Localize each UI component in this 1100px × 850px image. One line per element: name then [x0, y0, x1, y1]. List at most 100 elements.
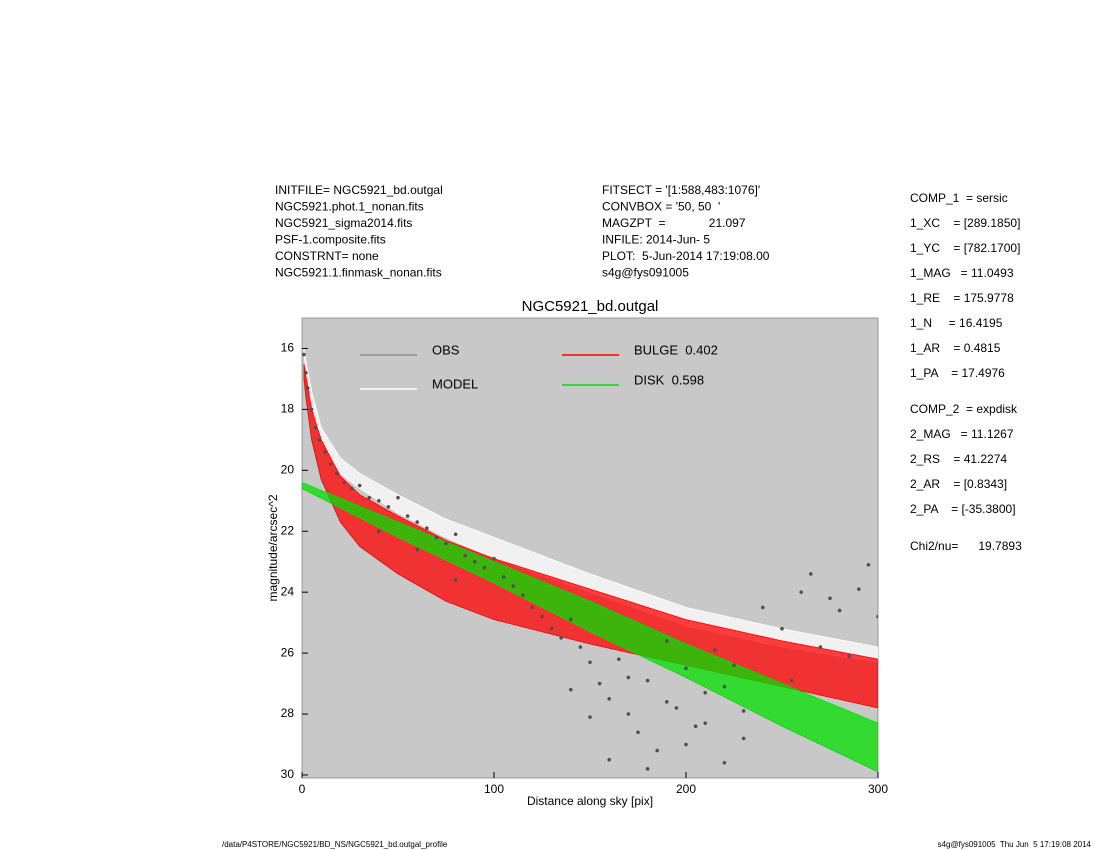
obs-point — [304, 371, 308, 375]
info-left-line: PSF-1.composite.fits — [275, 233, 386, 247]
obs-point — [396, 495, 400, 500]
obs-point — [317, 438, 322, 442]
y-tick-label: 16 — [281, 341, 295, 355]
param-line: 1_PA = 17.4976 — [910, 366, 1005, 380]
x-tick-label: 100 — [484, 782, 504, 796]
param-line: 2_PA = [-35.3800] — [910, 502, 1016, 516]
obs-point — [357, 483, 362, 488]
obs-point — [828, 596, 832, 601]
obs-point — [350, 486, 354, 491]
obs-point — [501, 575, 506, 579]
obs-point — [645, 678, 650, 683]
legend-label: MODEL — [432, 376, 478, 391]
param-line: COMP_1 = sersic — [910, 191, 1008, 205]
param-line: 1_RE = 175.9778 — [910, 291, 1014, 305]
y-tick-label: 22 — [281, 523, 295, 537]
obs-point — [453, 578, 458, 582]
obs-point — [588, 660, 592, 665]
param-line: 2_AR = [0.8343] — [910, 477, 1007, 491]
obs-point — [511, 584, 515, 588]
param-line: 1_MAG = 11.0493 — [910, 266, 1014, 280]
obs-point — [741, 736, 746, 741]
obs-point — [655, 748, 659, 753]
obs-point — [521, 593, 525, 598]
obs-point — [645, 767, 650, 771]
x-axis-label: Distance along sky [pix] — [527, 794, 653, 808]
obs-point — [684, 742, 688, 747]
obs-point — [342, 480, 347, 485]
obs-point — [386, 505, 391, 509]
obs-point — [674, 706, 679, 710]
model-band — [303, 348, 878, 663]
y-tick-label: 18 — [281, 402, 295, 416]
obs-point — [597, 681, 602, 686]
param-line: 1_AR = 0.4815 — [910, 341, 1001, 355]
footer-path: /data/P4STORE/NGC5921/BD_NS/NGC5921_bd.o… — [222, 840, 448, 849]
x-tick-label: 200 — [676, 782, 696, 796]
info-middle-line: PLOT: 5-Jun-2014 17:19:08.00 — [602, 249, 770, 263]
info-middle-line: CONVBOX = '50, 50 ' — [602, 200, 720, 214]
obs-point — [377, 529, 381, 534]
obs-point — [482, 566, 487, 570]
info-left-line: INITFILE= NGC5921_bd.outgal — [275, 183, 443, 197]
obs-point — [569, 617, 573, 622]
obs-point — [799, 590, 803, 594]
obs-point — [636, 730, 640, 735]
obs-point — [607, 757, 611, 762]
chart-title: NGC5921_bd.outgal — [522, 298, 659, 315]
y-tick-label: 20 — [281, 462, 295, 476]
obs-point — [837, 608, 842, 613]
obs-point — [549, 626, 554, 631]
obs-point — [434, 535, 439, 540]
y-tick-label: 28 — [281, 706, 295, 720]
obs-point — [665, 700, 669, 704]
obs-point — [313, 425, 318, 430]
obs-point — [780, 626, 784, 631]
obs-point — [425, 526, 429, 530]
info-middle-line: INFILE: 2014-Jun- 5 — [602, 233, 710, 247]
model-band — [302, 482, 878, 773]
info-middle-line: s4g@fys091005 — [602, 266, 689, 280]
obs-point — [703, 690, 707, 695]
footer-stamp: s4g@fys091005 Thu Jun 5 17:19:08 2014 — [938, 840, 1092, 849]
obs-point — [626, 675, 631, 680]
obs-point — [473, 559, 477, 564]
obs-point — [415, 547, 420, 552]
obs-point — [876, 614, 878, 619]
obs-point — [713, 648, 717, 652]
y-tick-label: 26 — [281, 645, 295, 659]
obs-point — [626, 712, 631, 716]
obs-point — [789, 678, 794, 683]
obs-point — [492, 556, 496, 561]
obs-point — [569, 687, 573, 692]
obs-point — [665, 639, 669, 643]
info-middle-line: FITSECT = '[1:588,483:1076]' — [602, 183, 760, 197]
y-tick-label: 30 — [281, 767, 295, 781]
obs-point — [703, 721, 707, 725]
obs-point — [302, 352, 306, 357]
x-tick-label: 0 — [299, 782, 306, 796]
y-tick-label: 24 — [281, 584, 295, 598]
obs-point — [847, 654, 851, 658]
param-line: Chi2/nu= 19.7893 — [910, 539, 1022, 553]
obs-point — [540, 614, 544, 619]
obs-point — [309, 407, 314, 412]
param-line: COMP_2 = expdisk — [910, 402, 1018, 416]
legend-label: BULGE 0.402 — [634, 342, 718, 357]
obs-point — [329, 462, 333, 467]
bands — [302, 348, 878, 773]
obs-point — [578, 645, 583, 649]
obs-point — [732, 663, 736, 668]
obs-point — [559, 636, 563, 640]
obs-point — [693, 724, 698, 729]
obs-point — [444, 541, 448, 546]
param-line: 1_N = 16.4195 — [910, 316, 1003, 330]
obs-point — [809, 572, 813, 576]
legend-label: OBS — [432, 342, 460, 357]
obs-point — [530, 605, 535, 610]
obs-point — [405, 514, 410, 518]
obs-point — [722, 684, 727, 689]
obs-point — [761, 605, 765, 610]
info-left-line: NGC5921.1.finmask_nonan.fits — [275, 266, 442, 280]
